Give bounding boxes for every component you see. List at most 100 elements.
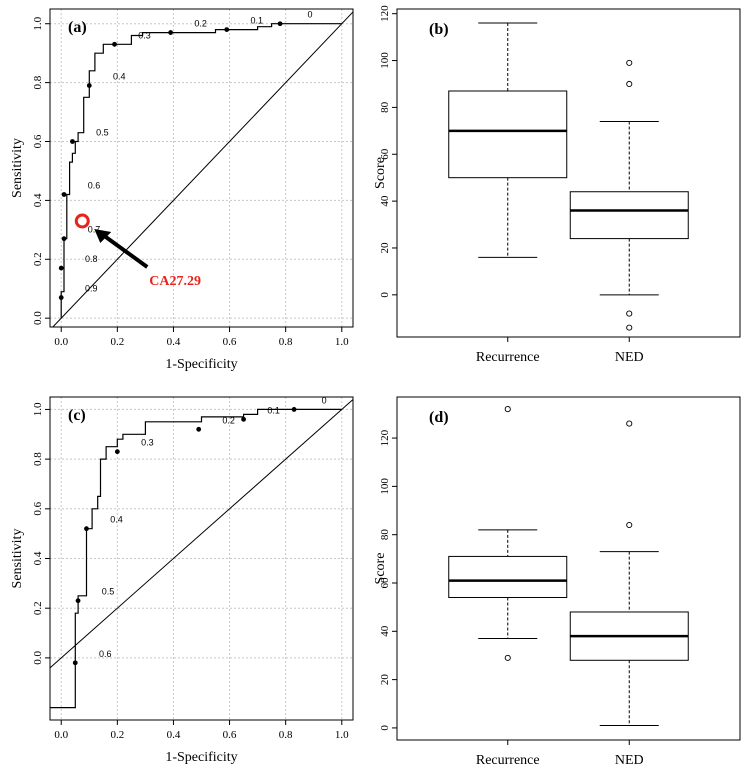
outlier-point <box>626 310 633 317</box>
threshold-point <box>75 598 81 604</box>
threshold-label: 0 <box>308 10 313 20</box>
y-axis-label: Sensitivity <box>10 529 25 589</box>
threshold-label: 0.2 <box>194 19 207 29</box>
threshold-point <box>84 526 89 532</box>
threshold-label: 0.6 <box>88 181 101 191</box>
y-axis-label: Score <box>373 553 388 585</box>
x-tick-label: 0.6 <box>223 729 237 741</box>
category-label: Recurrence <box>476 350 540 365</box>
y-tick-label: 0 <box>379 292 391 298</box>
y-axis-label: Score <box>373 157 388 189</box>
x-tick-label: 1.0 <box>335 336 349 348</box>
threshold-point <box>277 21 283 27</box>
panel-label: (a) <box>68 19 87 36</box>
panel-b: 0 20 40 60 80 100 120 Score Recurrence NED (b) <box>373 5 741 365</box>
panel-label: (d) <box>429 409 449 426</box>
y-tick-label: 0.8 <box>32 452 44 466</box>
threshold-point <box>58 265 64 271</box>
y-tick-label: 0 <box>379 725 391 731</box>
y-tick-label: 40 <box>379 625 391 637</box>
outlier-point <box>626 324 633 331</box>
y-tick-label: 100 <box>379 52 391 69</box>
y-tick-label: 20 <box>379 242 391 254</box>
x-tick-label: 0.2 <box>110 729 124 741</box>
threshold-point <box>86 83 92 88</box>
box-iqr <box>448 90 568 179</box>
threshold-point <box>291 407 297 412</box>
threshold-point <box>196 426 202 432</box>
reference-diagonal <box>52 11 354 328</box>
y-tick-label: 120 <box>379 429 391 446</box>
y-tick-label: 60 <box>379 577 391 589</box>
threshold-point <box>241 416 246 422</box>
y-tick-label: 1.0 <box>32 16 44 30</box>
panel-c: 0.0 0.2 0.4 0.6 0.8 1.0 0.0 0.2 0.4 0.6 0.8 1.0 1-Sp… <box>10 395 354 765</box>
y-tick-label: 20 <box>379 674 391 686</box>
y-tick-label: 0.4 <box>32 193 44 207</box>
threshold-point <box>168 30 174 35</box>
threshold-label: 0.1 <box>267 405 280 415</box>
highlight-marker <box>74 213 90 229</box>
y-tick-label: 0.8 <box>32 75 44 89</box>
threshold-point <box>61 236 67 242</box>
y-tick-label: 60 <box>379 148 391 160</box>
category-label: Recurrence <box>476 753 540 768</box>
annotation-label: CA27.29 <box>149 274 201 289</box>
y-axis-label: Sensitivity <box>10 138 25 198</box>
x-tick-label: 0.4 <box>167 336 181 348</box>
threshold-point <box>224 27 230 33</box>
x-tick-label: 0.8 <box>279 336 293 348</box>
y-tick-label: 40 <box>379 195 391 207</box>
outlier-point <box>504 406 511 413</box>
category-label: NED <box>615 753 644 768</box>
threshold-label: 0.3 <box>141 438 154 448</box>
x-axis-label: 1-Specificity <box>165 357 237 372</box>
outlier-point <box>626 420 633 427</box>
y-tick-label: 1.0 <box>32 402 44 416</box>
threshold-point <box>58 295 64 300</box>
arrow-head <box>94 229 112 243</box>
y-tick-label: 0.2 <box>32 252 44 266</box>
x-tick-label: 1.0 <box>335 729 349 741</box>
outlier-point <box>626 80 633 88</box>
threshold-label: 0.5 <box>102 587 115 597</box>
y-tick-label: 80 <box>379 101 391 113</box>
outlier-point <box>626 59 633 66</box>
threshold-label: 0.9 <box>85 284 98 294</box>
panel-label: (b) <box>429 21 449 38</box>
category-label: NED <box>615 350 644 365</box>
y-tick-label: 0.2 <box>32 601 44 615</box>
threshold-label: 0.6 <box>99 649 112 659</box>
outlier-point <box>626 521 633 529</box>
threshold-label: 0.8 <box>85 254 98 264</box>
threshold-point <box>72 660 78 666</box>
x-tick-label: 0.2 <box>110 336 124 348</box>
plot-frame <box>396 8 741 338</box>
plot-frame <box>396 396 741 741</box>
x-axis-label: 1-Specificity <box>165 750 237 765</box>
threshold-point <box>70 139 75 144</box>
x-tick-label: 0.8 <box>279 729 293 741</box>
threshold-label: 0.1 <box>250 16 263 26</box>
y-tick-label: 120 <box>379 5 391 22</box>
box-iqr <box>569 191 689 240</box>
y-tick-label: 100 <box>379 478 391 495</box>
arrow-shaft <box>99 231 149 269</box>
y-tick-label: 0.0 <box>32 311 44 325</box>
panel-d: 0 20 40 60 80 100 120 Score Recurrence NED (d) <box>373 396 741 768</box>
panel-label: (c) <box>68 407 86 424</box>
y-tick-label: 0.6 <box>32 501 44 515</box>
threshold-point <box>114 449 120 455</box>
y-tick-label: 0.0 <box>32 651 44 665</box>
plot-frame <box>49 8 354 328</box>
x-tick-label: 0.0 <box>54 336 68 348</box>
threshold-label: 0.7 <box>88 225 101 235</box>
panel-a: 0.0 0.2 0.4 0.6 0.8 1.0 0.0 0.2 0.4 0.6 0.8 1.0 1-Sp… <box>10 8 354 372</box>
box-iqr <box>448 555 568 598</box>
threshold-label: 0.3 <box>138 30 151 40</box>
y-tick-label: 0.6 <box>32 134 44 148</box>
threshold-label: 0 <box>322 395 327 405</box>
y-tick-label: 0.4 <box>32 551 44 565</box>
threshold-point <box>61 192 67 197</box>
